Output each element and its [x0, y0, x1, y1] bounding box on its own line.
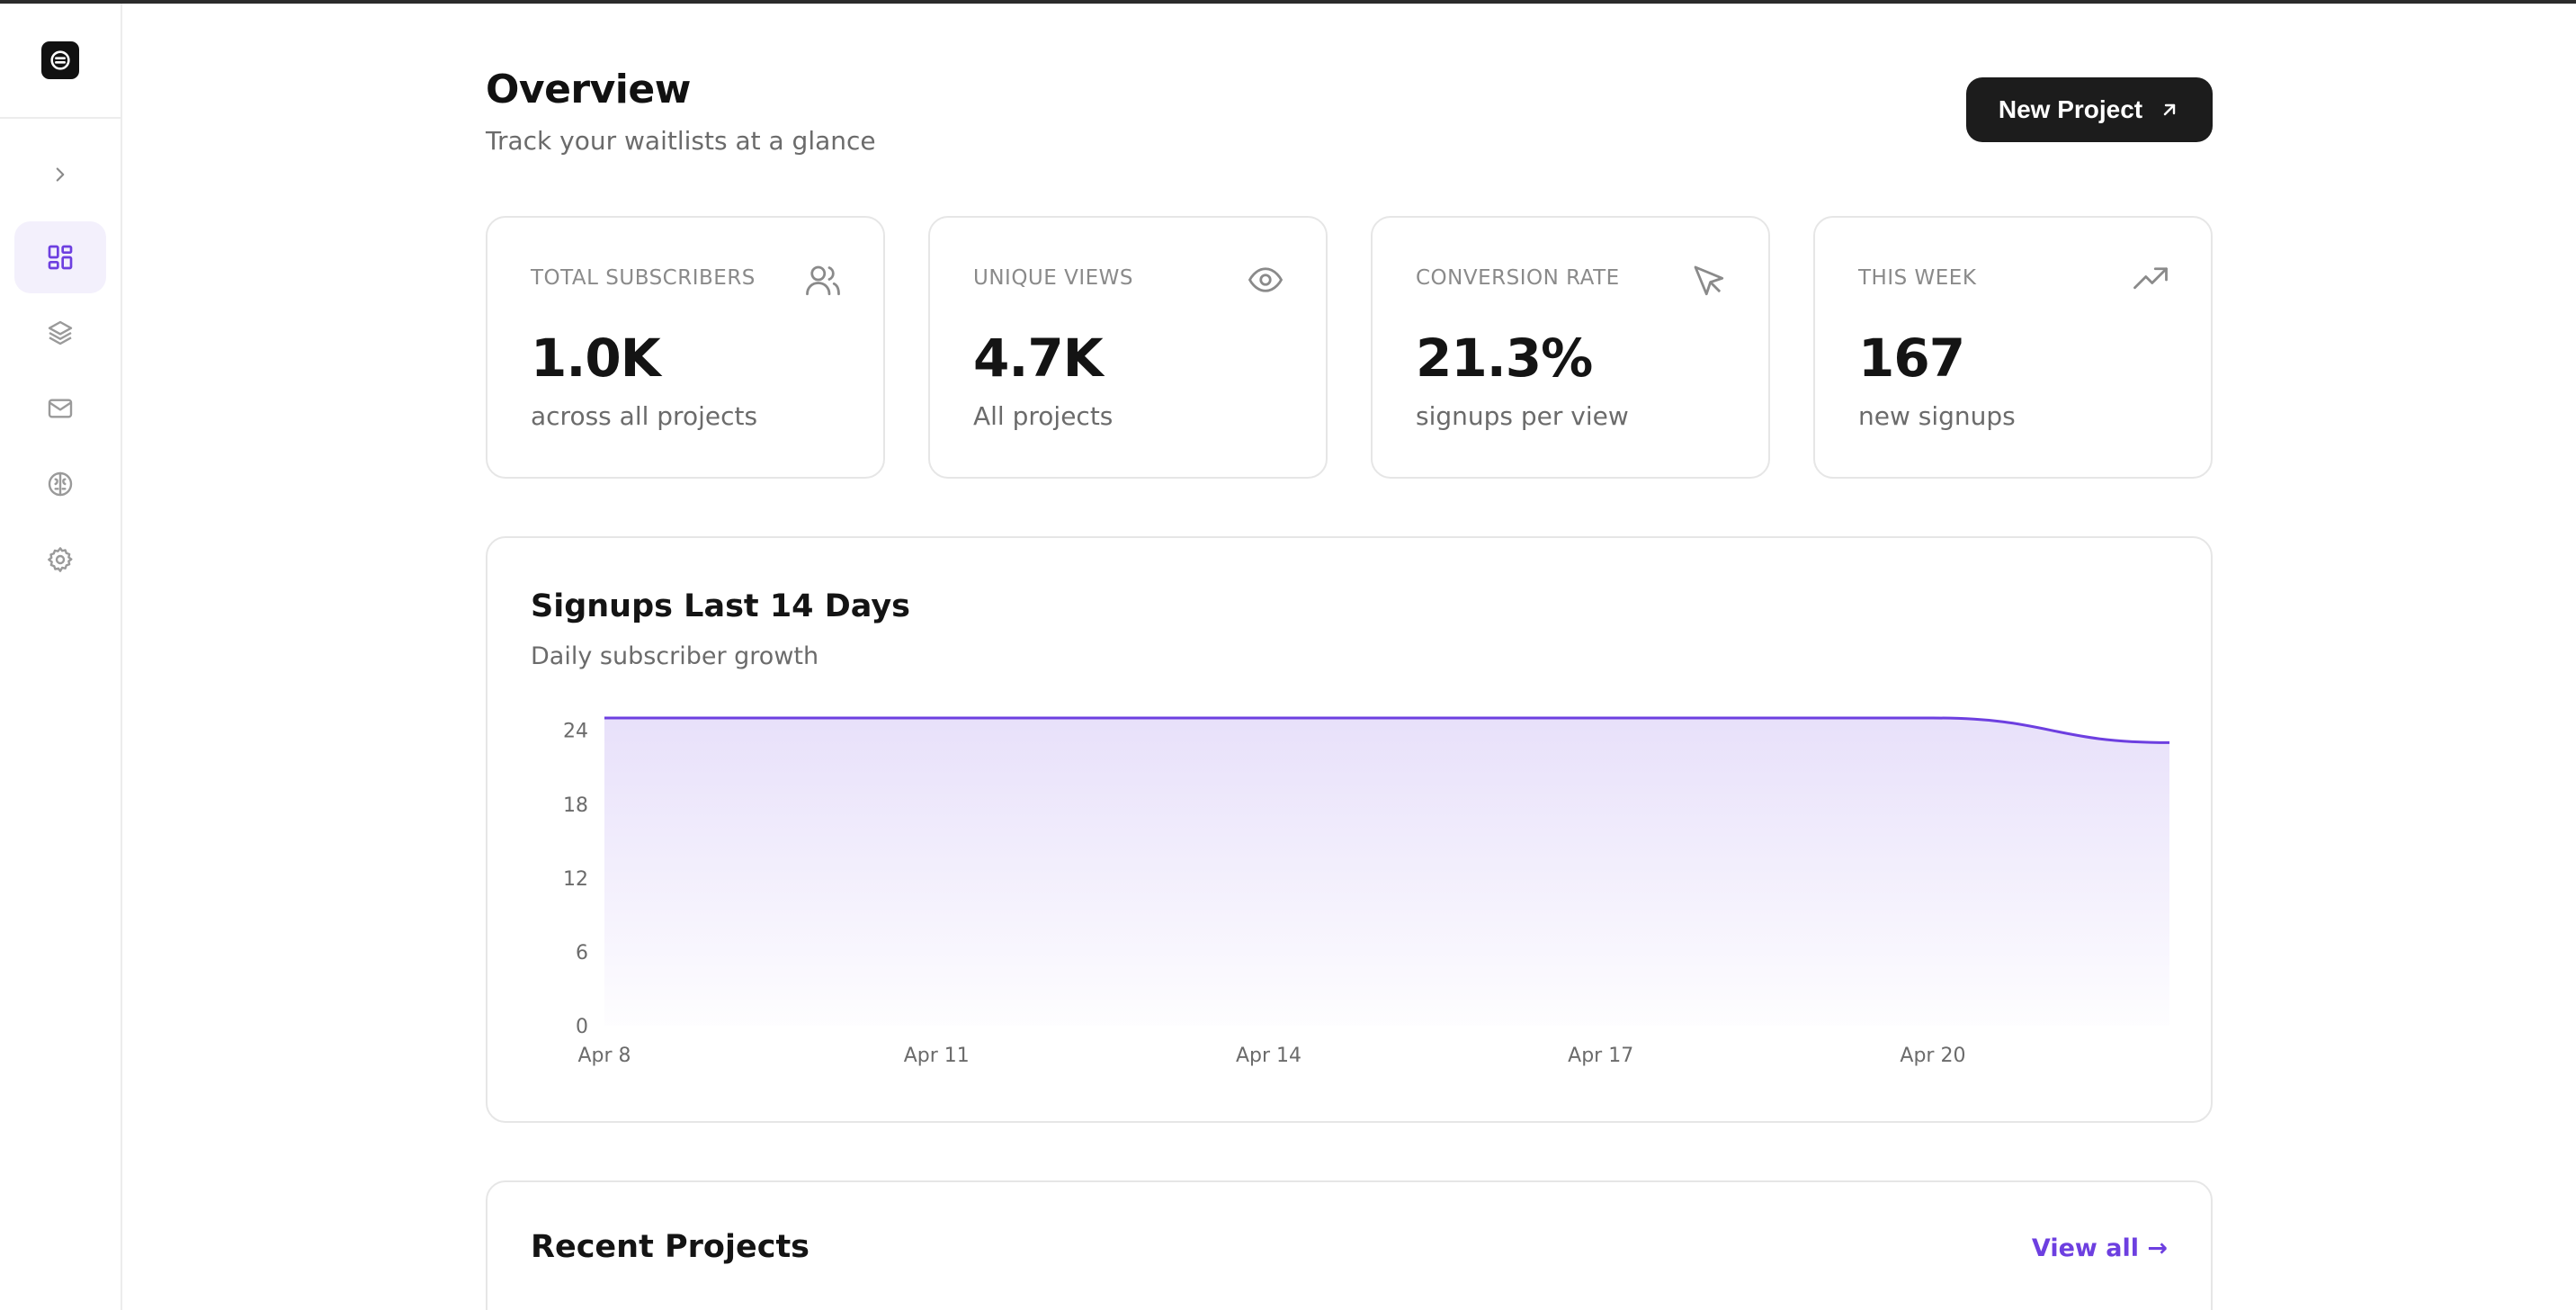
- stat-label: THIS WEEK: [1858, 266, 1977, 290]
- chevron-right-icon: [56, 167, 65, 182]
- page-title: Overview: [486, 67, 691, 112]
- x-tick-label: Apr 11: [904, 1045, 970, 1067]
- stat-label: UNIQUE VIEWS: [973, 266, 1133, 290]
- stat-card-conversion-rate: CONVERSION RATE 21.3% signups per view: [1371, 216, 1770, 479]
- view-all-link[interactable]: View all →: [2031, 1234, 2168, 1262]
- stat-caption: across all projects: [531, 401, 758, 431]
- chart-subtitle: Daily subscriber growth: [531, 642, 819, 670]
- brain-icon: [48, 471, 73, 497]
- stat-caption: new signups: [1858, 401, 2016, 431]
- sidebar: [0, 4, 122, 1310]
- y-tick-label: 12: [563, 868, 588, 891]
- x-tick-label: Apr 17: [1568, 1045, 1633, 1067]
- stat-value: 4.7K: [973, 328, 1104, 389]
- trending-up-icon: [2133, 267, 2168, 290]
- page-subtitle: Track your waitlists at a glance: [486, 126, 876, 156]
- chart-series-line: [604, 716, 2170, 744]
- recent-projects-card: Recent Projects View all →: [486, 1180, 2213, 1310]
- new-project-button[interactable]: New Project: [1966, 77, 2213, 142]
- layers-icon: [48, 320, 73, 345]
- stat-value: 21.3%: [1416, 328, 1593, 389]
- logo-icon[interactable]: [41, 41, 79, 79]
- new-project-label: New Project: [1998, 95, 2143, 123]
- stat-caption: signups per view: [1416, 401, 1629, 431]
- window-top-border: [0, 0, 2576, 4]
- y-tick-label: 0: [576, 1016, 588, 1038]
- users-icon: [806, 265, 840, 296]
- sidebar-item-settings[interactable]: [14, 524, 106, 596]
- sidebar-item-ai[interactable]: [14, 448, 106, 520]
- recent-projects-title: Recent Projects: [531, 1229, 810, 1265]
- y-tick-label: 24: [563, 721, 588, 743]
- chart-area-fill: [604, 718, 2169, 1026]
- signups-chart-card: Signups Last 14 Days Daily subscriber gr…: [486, 536, 2213, 1123]
- signups-area-chart: 0 6 12 18 24 Apr 8 Apr 11 Apr 14 Apr 17 Apr 20: [563, 716, 2170, 1067]
- eye-icon: [1248, 267, 1284, 292]
- stat-card-unique-views: UNIQUE VIEWS 4.7K All projects: [928, 216, 1328, 479]
- sidebar-item-mail[interactable]: [14, 372, 106, 444]
- stat-label: TOTAL SUBSCRIBERS: [531, 266, 756, 290]
- chart-title: Signups Last 14 Days: [531, 588, 910, 624]
- sidebar-item-projects[interactable]: [14, 297, 106, 369]
- stat-value: 1.0K: [531, 328, 661, 389]
- stat-card-this-week: THIS WEEK 167 new signups: [1813, 216, 2213, 479]
- stat-label: CONVERSION RATE: [1416, 266, 1620, 290]
- y-tick-label: 6: [576, 942, 588, 965]
- dashboard-icon: [48, 245, 73, 270]
- arrow-up-right-icon: [2163, 103, 2176, 116]
- x-tick-label: Apr 8: [577, 1045, 631, 1067]
- x-tick-label: Apr 20: [1900, 1045, 1965, 1067]
- cursor-icon: [1694, 265, 1724, 296]
- stat-card-total-subscribers: TOTAL SUBSCRIBERS 1.0K across all projec…: [486, 216, 885, 479]
- sidebar-expand-button[interactable]: [14, 139, 106, 211]
- stat-caption: All projects: [973, 401, 1114, 431]
- y-tick-label: 18: [563, 794, 588, 817]
- sidebar-item-dashboard[interactable]: [14, 221, 106, 293]
- mail-icon: [48, 399, 73, 418]
- x-tick-label: Apr 14: [1236, 1045, 1301, 1067]
- stat-value: 167: [1858, 328, 1965, 389]
- gear-icon: [48, 547, 73, 572]
- sidebar-logo-area: [0, 4, 121, 119]
